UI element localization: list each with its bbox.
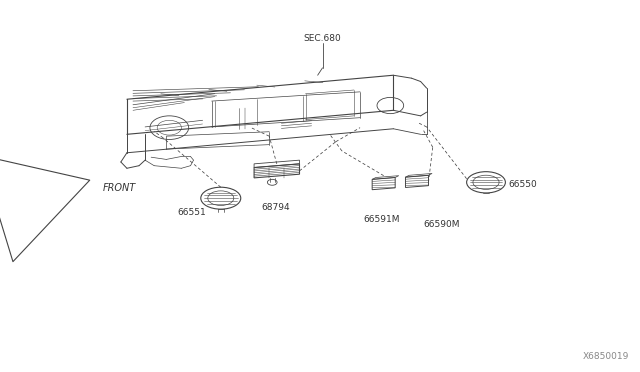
Text: 68794: 68794: [261, 203, 289, 212]
Text: SEC.680: SEC.680: [303, 34, 341, 43]
Text: X6850019: X6850019: [583, 352, 630, 361]
Text: 66590M: 66590M: [424, 220, 460, 229]
Text: 66551: 66551: [177, 208, 205, 217]
Text: 66550: 66550: [508, 180, 537, 189]
Text: 66591M: 66591M: [363, 215, 399, 224]
Text: FRONT: FRONT: [102, 183, 136, 193]
